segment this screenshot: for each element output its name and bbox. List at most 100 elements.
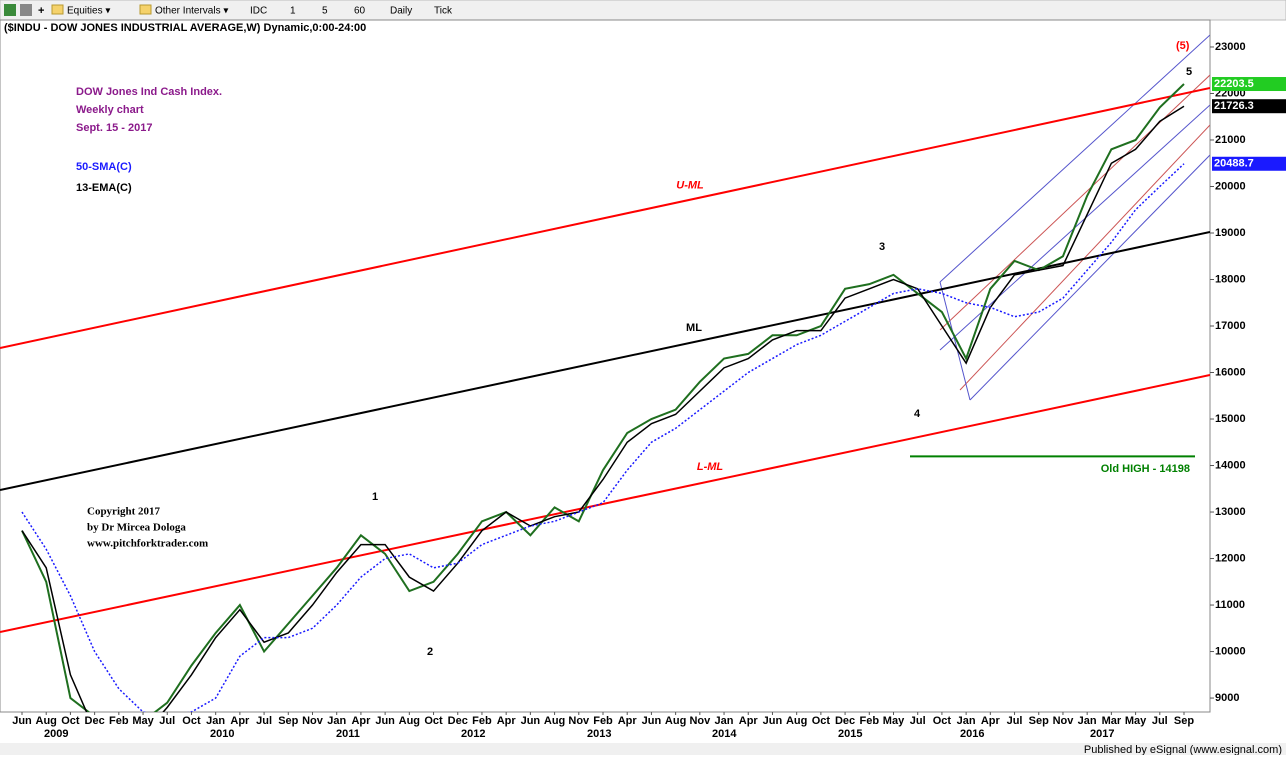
x-tick-label: Feb (472, 715, 492, 727)
x-tick-label: Jan (715, 715, 734, 727)
legend-entry: 50-SMA(C) (76, 161, 132, 173)
x-tick-label: Sep (1029, 715, 1049, 727)
y-tick-label: 21000 (1215, 134, 1246, 146)
wave-label: 1 (372, 491, 378, 503)
x-tick-label: Dec (85, 715, 105, 727)
toolbar-item[interactable]: 60 (354, 6, 366, 17)
x-tick-label: Jun (642, 715, 662, 727)
price-tag-label: 22203.5 (1214, 78, 1254, 90)
x-tick-label: Nov (302, 715, 324, 727)
x-tick-label: Jun (375, 715, 395, 727)
x-tick-label: Oct (424, 715, 443, 727)
x-tick-label: Apr (739, 715, 759, 727)
y-tick-label: 14000 (1215, 459, 1246, 471)
y-tick-label: 20000 (1215, 180, 1246, 192)
x-tick-label: Apr (981, 715, 1001, 727)
toolbar-icon[interactable] (20, 4, 32, 16)
x-tick-label: Apr (618, 715, 638, 727)
x-tick-label: Aug (544, 715, 565, 727)
x-tick-label: Jul (256, 715, 272, 727)
year-label: 2014 (712, 728, 737, 740)
y-tick-label: 15000 (1215, 413, 1246, 425)
pitchfork-label: ML (686, 322, 702, 334)
plot-area (0, 19, 1211, 713)
wave-label: 4 (914, 408, 921, 420)
x-tick-label: Oct (182, 715, 201, 727)
x-tick-label: Jun (12, 715, 32, 727)
chart-title: ($INDU - DOW JONES INDUSTRIAL AVERAGE,W)… (4, 22, 366, 34)
year-label: 2013 (587, 728, 611, 740)
toolbar-item[interactable]: Other Intervals ▾ (155, 6, 228, 17)
y-tick-label: 18000 (1215, 273, 1246, 285)
y-tick-label: 12000 (1215, 552, 1246, 564)
year-label: 2016 (960, 728, 984, 740)
x-tick-label: Aug (665, 715, 686, 727)
pitchfork-line (0, 87, 1210, 349)
x-tick-label: Oct (812, 715, 831, 727)
y-tick-label: 13000 (1215, 506, 1246, 518)
channel-line (959, 124, 1210, 391)
y-tick-label: 17000 (1215, 320, 1246, 332)
status-bar (0, 743, 1286, 755)
toolbar-icon[interactable] (4, 4, 16, 16)
channel-line (939, 281, 971, 401)
y-tick-label: 16000 (1215, 366, 1246, 378)
toolbar-item[interactable]: 1 (290, 6, 296, 17)
wave-label: 3 (879, 241, 885, 253)
pitchfork-label: U-ML (676, 180, 704, 192)
x-tick-label: Jul (910, 715, 926, 727)
x-tick-label: Jul (1007, 715, 1023, 727)
old-high-label: Old HIGH - 14198 (1101, 463, 1190, 475)
toolbar-item[interactable]: IDC (250, 6, 267, 17)
x-tick-label: Nov (1053, 715, 1075, 727)
x-tick-label: Apr (497, 715, 517, 727)
note: Sept. 15 - 2017 (76, 122, 152, 134)
x-tick-label: May (883, 715, 905, 727)
x-tick-label: Sep (1174, 715, 1194, 727)
year-label: 2009 (44, 728, 68, 740)
toolbar-item[interactable]: Tick (434, 6, 453, 17)
y-tick-label: 19000 (1215, 227, 1246, 239)
y-tick-label: 9000 (1215, 692, 1239, 704)
x-tick-label: Aug (786, 715, 807, 727)
folder-icon (139, 4, 152, 15)
footer: Published by eSignal (www.esignal.com) (1084, 744, 1282, 755)
pitchfork-label: L-ML (697, 461, 724, 473)
price-tag (1212, 77, 1286, 92)
series-line (21, 163, 1185, 712)
y-tick-label: 23000 (1215, 41, 1246, 53)
price-tag-label: 21726.3 (1214, 100, 1254, 112)
pitchfork-line (0, 230, 1210, 492)
x-tick-label: Nov (568, 715, 590, 727)
legend-entry: 13-EMA(C) (76, 182, 132, 194)
note: Weekly chart (76, 104, 144, 116)
x-tick-label: Aug (36, 715, 57, 727)
toolbar-item[interactable]: 5 (322, 6, 328, 17)
x-tick-label: Feb (593, 715, 613, 727)
x-tick-label: May (1125, 715, 1147, 727)
x-tick-label: Apr (230, 715, 250, 727)
plot-layer (0, 83, 1210, 712)
x-tick-label: Jul (159, 715, 175, 727)
toolbar-icon[interactable]: + (38, 5, 44, 17)
toolbar-item[interactable]: Equities ▾ (67, 6, 110, 17)
wave-label: (5) (1176, 40, 1190, 52)
year-label: 2011 (336, 728, 360, 740)
x-tick-label: Dec (448, 715, 468, 727)
y-tick-label: 11000 (1215, 599, 1245, 611)
channel-line (939, 34, 1210, 283)
toolbar-item[interactable]: Daily (390, 6, 412, 17)
x-tick-label: Dec (835, 715, 855, 727)
wave-label: 5 (1186, 66, 1192, 78)
x-tick-label: Nov (689, 715, 711, 727)
x-tick-label: Jun (763, 715, 783, 727)
copyright: Copyright 2017 (87, 506, 161, 518)
year-label: 2012 (461, 728, 485, 740)
y-tick-label: 10000 (1215, 645, 1246, 657)
x-tick-label: Jan (206, 715, 225, 727)
x-tick-label: Jan (1078, 715, 1097, 727)
folder-icon (51, 4, 64, 15)
price-tag (1212, 99, 1286, 114)
x-tick-label: Jan (957, 715, 976, 727)
